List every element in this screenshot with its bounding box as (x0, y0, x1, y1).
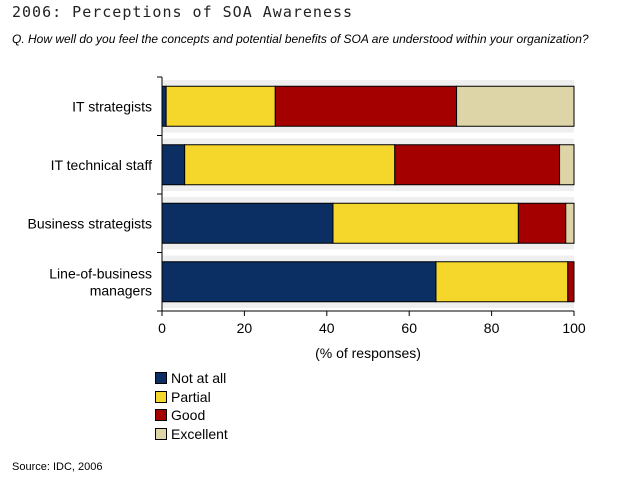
x-axis-title: (% of responses) (315, 345, 421, 361)
category-label: Business strategists (28, 215, 153, 231)
category-label: IT strategists (72, 98, 152, 114)
bar-segment-excellent-business-strategists (565, 202, 575, 244)
x-tick-label: 100 (562, 320, 586, 336)
legend-swatch (155, 428, 167, 441)
bar-segment-good-it-strategists (274, 85, 458, 127)
category-label: IT technical staff (51, 157, 153, 173)
legend-swatch (155, 372, 167, 385)
category-label: managers (90, 282, 152, 298)
legend-label: Good (171, 407, 206, 424)
bar-segment-partial-it-strategists (165, 85, 276, 127)
legend-swatch (155, 409, 167, 422)
legend-item-excellent: Excellent (155, 425, 228, 444)
bar-segment-not-at-all-it-strategists (161, 85, 167, 127)
x-tick-label: 0 (158, 320, 166, 336)
bar-segment-not-at-all-it-technical-staff (161, 144, 186, 186)
bar-segment-excellent-it-technical-staff (559, 144, 575, 186)
x-tick-label: 40 (319, 320, 335, 336)
source-note: Source: IDC, 2006 (12, 461, 103, 473)
x-tick-label: 60 (401, 320, 417, 336)
bar-segment-good-business-strategists (517, 202, 567, 244)
legend-item-partial: Partial (155, 388, 228, 407)
bar-segment-partial-business-strategists (332, 202, 519, 244)
bar-segment-partial-line-of-business-managers (435, 261, 569, 303)
legend-label: Partial (171, 388, 211, 405)
legend-label: Not at all (171, 370, 227, 387)
legend-item-not-at-all: Not at all (155, 369, 228, 388)
category-label: Line-of-business (49, 265, 152, 281)
bar-segment-not-at-all-line-of-business-managers (161, 261, 437, 303)
survey-question: Q. How well do you feel the concepts and… (12, 32, 589, 46)
bar-segment-good-it-technical-staff (394, 144, 561, 186)
bar-segment-not-at-all-business-strategists (161, 202, 334, 244)
x-tick-label: 20 (237, 320, 253, 336)
legend-label: Excellent (171, 426, 228, 443)
x-tick-label: 80 (484, 320, 500, 336)
legend-swatch (155, 390, 167, 403)
bar-segment-good-line-of-business-managers (567, 261, 575, 303)
bar-segment-partial-it-technical-staff (184, 144, 396, 186)
legend-item-good: Good (155, 406, 228, 425)
bar-segment-excellent-it-strategists (456, 85, 575, 127)
chart-title: 2006: Perceptions of SOA Awareness (12, 3, 354, 21)
chart-legend: Not at all Partial Good Excellent (155, 369, 228, 443)
